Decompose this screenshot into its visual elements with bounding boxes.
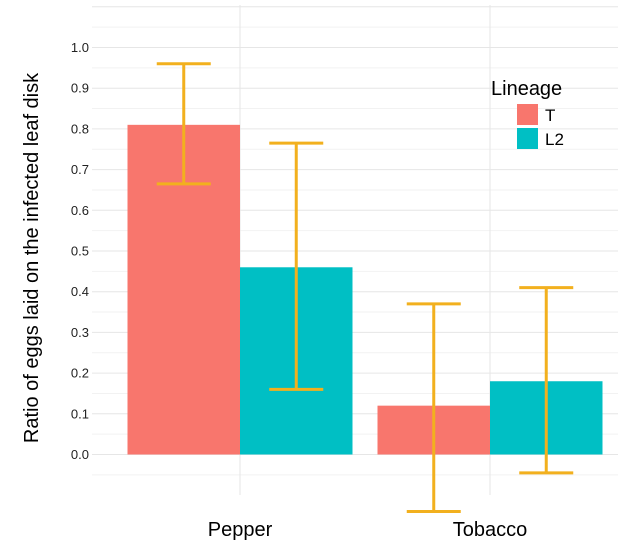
y-tick-label: 0.9 <box>71 81 89 96</box>
legend-label-l2: L2 <box>545 130 564 149</box>
bars <box>127 124 603 455</box>
x-category-label: Pepper <box>208 519 273 541</box>
y-tick-label: 0.3 <box>71 325 89 340</box>
x-category-label: Tobacco <box>453 519 528 541</box>
y-tick-label: 0.6 <box>71 203 89 218</box>
y-tick-label: 0.2 <box>71 366 89 381</box>
y-tick-label: 1.0 <box>71 40 89 55</box>
error-bar-t-tobacco <box>406 302 461 513</box>
y-tick-label: 0.1 <box>71 406 89 421</box>
y-tick-label: 0.8 <box>71 121 89 136</box>
y-tick-label: 0.0 <box>71 447 89 462</box>
legend-swatch-t <box>517 104 538 125</box>
error-bar-l2-tobacco <box>519 286 574 475</box>
error-bars <box>156 62 574 513</box>
y-axis-title: Ratio of eggs laid on the infected leaf … <box>21 72 43 443</box>
y-tick-labels: 0.0 0.1 0.2 0.3 0.4 0.5 0.6 0.7 0.8 0.9 1.0 <box>71 40 89 462</box>
legend-swatch-l2 <box>517 128 538 149</box>
y-tick-label: 0.5 <box>71 244 89 259</box>
x-category-labels: Pepper Tobacco <box>208 519 528 541</box>
y-tick-label: 0.4 <box>71 284 89 299</box>
error-bar-l2-pepper <box>269 141 324 391</box>
error-bar-t-pepper <box>156 62 211 186</box>
legend: Lineage T L2 <box>491 78 564 149</box>
legend-title: Lineage <box>491 78 562 100</box>
y-tick-label: 0.7 <box>71 162 89 177</box>
legend-label-t: T <box>545 106 555 125</box>
